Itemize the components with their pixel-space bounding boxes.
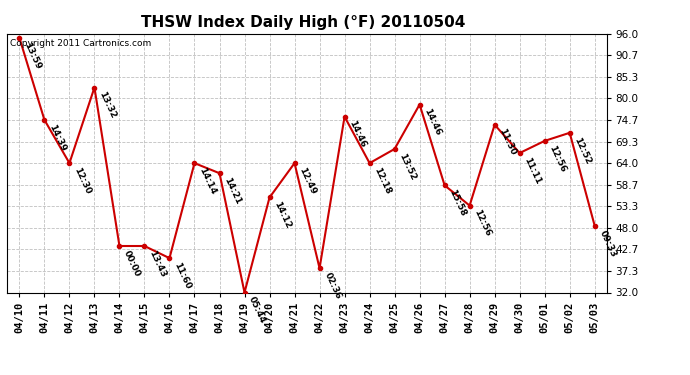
Text: 11:30: 11:30 (497, 128, 518, 157)
Text: 12:56: 12:56 (473, 209, 493, 238)
Text: 12:18: 12:18 (373, 166, 393, 196)
Text: 12:56: 12:56 (547, 144, 568, 173)
Text: 13:59: 13:59 (22, 40, 43, 70)
Text: 09:33: 09:33 (598, 229, 618, 258)
Text: Copyright 2011 Cartronics.com: Copyright 2011 Cartronics.com (10, 39, 151, 48)
Text: 14:46: 14:46 (347, 119, 368, 149)
Text: 12:49: 12:49 (297, 166, 317, 196)
Text: 11:11: 11:11 (522, 156, 543, 186)
Text: 00:00: 00:00 (122, 249, 142, 278)
Text: THSW Index Daily High (°F) 20110504: THSW Index Daily High (°F) 20110504 (141, 15, 466, 30)
Text: 12:52: 12:52 (573, 136, 593, 165)
Text: 13:32: 13:32 (97, 90, 117, 120)
Text: 14:46: 14:46 (422, 107, 443, 137)
Text: 14:21: 14:21 (222, 176, 243, 206)
Text: 15:58: 15:58 (447, 188, 468, 218)
Text: 14:14: 14:14 (197, 166, 217, 196)
Text: 05:44: 05:44 (247, 295, 268, 325)
Text: 13:43: 13:43 (147, 249, 168, 279)
Text: 12:30: 12:30 (72, 166, 92, 195)
Text: 14:12: 14:12 (273, 200, 293, 230)
Text: 13:52: 13:52 (397, 152, 417, 182)
Text: 02:36: 02:36 (322, 271, 342, 301)
Text: 14:39: 14:39 (47, 123, 68, 153)
Text: 11:60: 11:60 (172, 261, 193, 291)
